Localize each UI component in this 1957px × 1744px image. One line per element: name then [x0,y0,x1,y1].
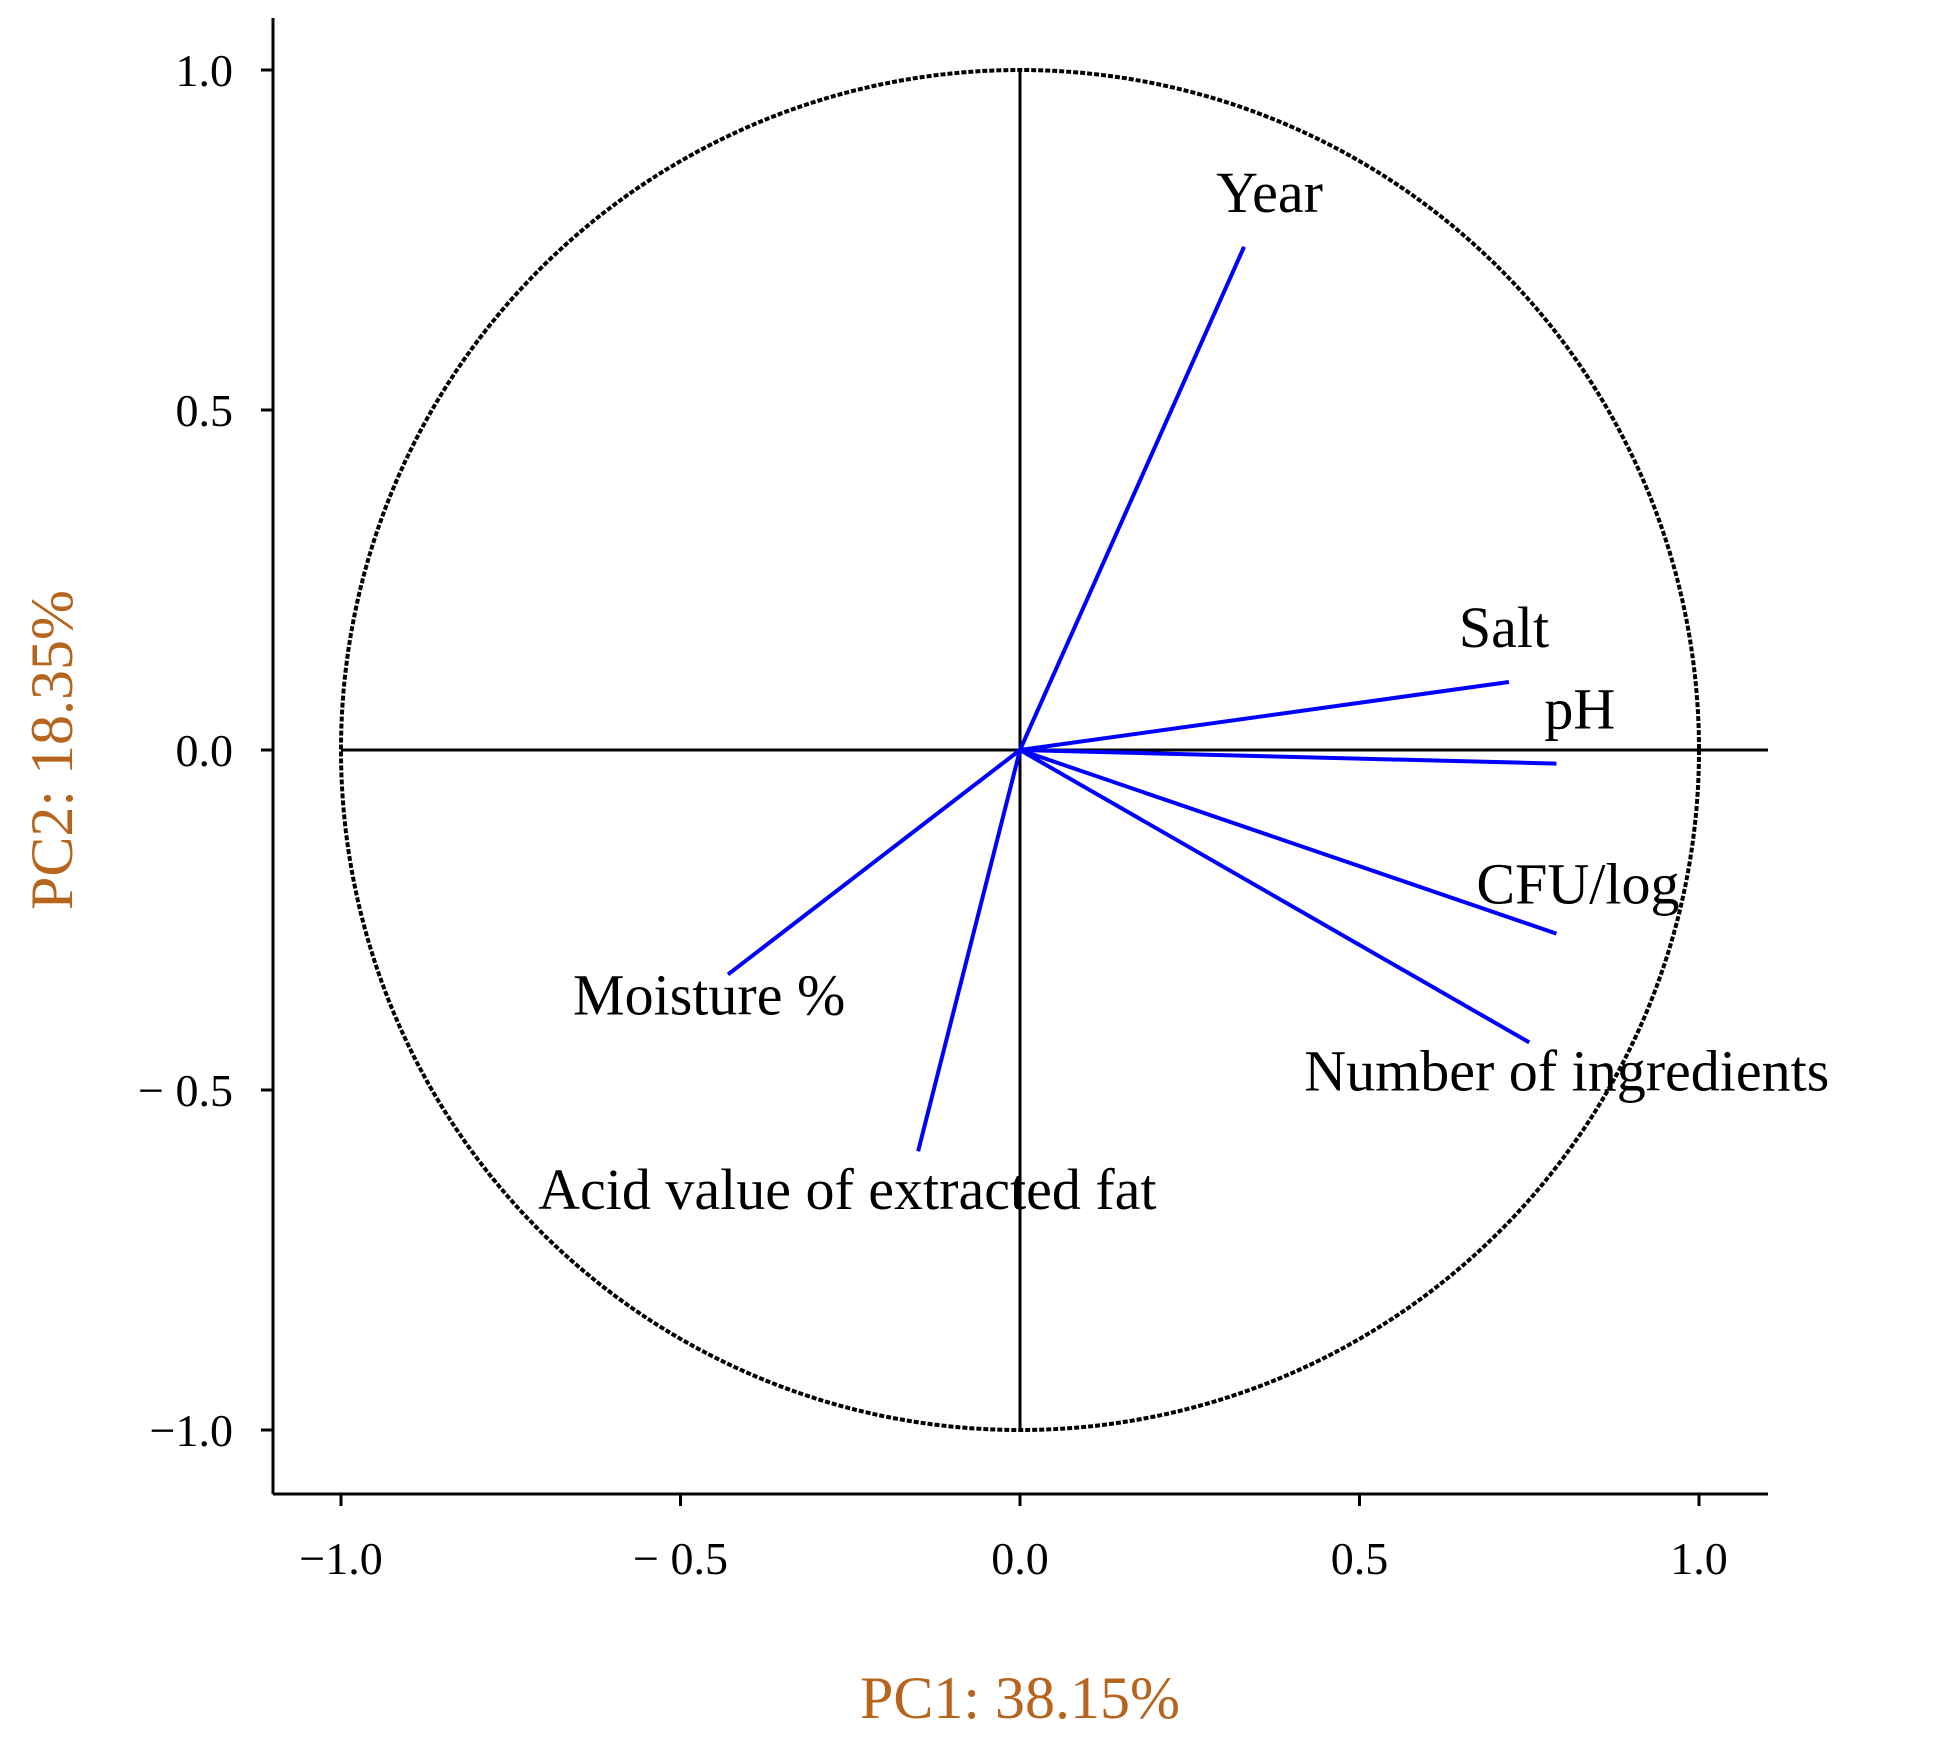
vector-label-number-of-ingredients: Number of ingredients [1304,1038,1829,1103]
x-tick-label: 0.5 [1331,1533,1389,1584]
y-tick-label: − 0.5 [138,1065,233,1116]
y-tick-label: 0.0 [176,725,234,776]
vector-label-cfu-log: CFU/log [1476,852,1679,917]
vector-label-ph: pH [1544,677,1615,742]
y-tick-label: −1.0 [150,1405,233,1456]
x-tick-label: 1.0 [1670,1533,1728,1584]
x-tick-label: − 0.5 [633,1533,728,1584]
vector-label-acid-value-of-extracted-fat: Acid value of extracted fat [538,1157,1156,1222]
x-tick-label: 0.0 [991,1533,1049,1584]
axis-ticks: −1.0 − 0.5 0.0 0.5 1.0 1.0 0.5 0.0 − 0.5 −1.0 [138,45,1728,1584]
x-axis-title: PC1: 38.15% [860,1665,1180,1731]
loading-labels: Year Salt pH CFU/log Number of ingredients Mo… [538,160,1829,1222]
vector-number-of-ingredients [1019,748,1531,1045]
vector-label-year: Year [1216,160,1323,225]
vector-acid-value-of-extracted-fat [916,749,1022,1152]
vector-year [1018,245,1246,751]
vector-ph [1019,748,1557,766]
vector-moisture [726,748,1022,976]
y-axis-title: PC2: 18.35% [19,590,85,910]
loading-vectors [726,245,1558,1152]
vector-salt [1019,680,1510,752]
y-tick-label: 1.0 [176,45,234,96]
vector-label-salt: Salt [1459,595,1549,660]
y-tick-label: 0.5 [176,385,234,436]
vector-label-moisture: Moisture % [573,962,845,1027]
x-tick-label: −1.0 [299,1533,382,1584]
vector-cfu-log [1019,748,1558,936]
